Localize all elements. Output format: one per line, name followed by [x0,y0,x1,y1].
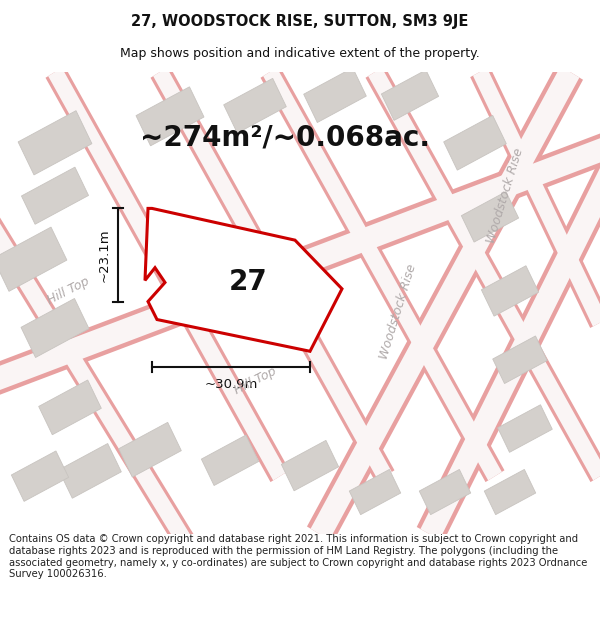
Polygon shape [365,66,600,482]
Polygon shape [473,68,600,326]
Polygon shape [493,336,547,384]
Text: Hill Top: Hill Top [232,365,278,397]
Polygon shape [349,469,401,514]
Polygon shape [59,444,121,498]
Polygon shape [0,202,206,571]
Polygon shape [443,116,506,170]
Text: 27: 27 [229,269,268,296]
Text: Map shows position and indicative extent of the property.: Map shows position and indicative extent… [120,48,480,61]
Polygon shape [368,68,600,481]
Polygon shape [145,208,342,351]
Polygon shape [304,68,367,122]
Polygon shape [0,227,67,291]
Polygon shape [281,441,338,491]
Polygon shape [417,64,600,542]
Text: 27, WOODSTOCK RISE, SUTTON, SM3 9JE: 27, WOODSTOCK RISE, SUTTON, SM3 9JE [131,14,469,29]
Polygon shape [470,67,600,328]
Polygon shape [11,451,68,501]
Text: Woodstock Rise: Woodstock Rise [484,146,526,245]
Polygon shape [136,87,204,146]
Polygon shape [484,469,536,514]
Polygon shape [21,299,89,358]
Polygon shape [48,68,287,481]
Polygon shape [224,78,286,133]
Text: ~274m²/~0.068ac.: ~274m²/~0.068ac. [140,124,430,151]
Polygon shape [202,435,259,486]
Text: Hill Top: Hill Top [45,275,91,307]
Polygon shape [0,132,600,408]
Polygon shape [0,128,600,412]
Text: ~30.9m: ~30.9m [205,378,257,391]
Polygon shape [46,66,289,482]
Polygon shape [307,64,583,542]
Polygon shape [382,70,439,121]
Polygon shape [18,111,92,175]
Polygon shape [0,200,209,572]
Polygon shape [498,405,552,452]
Polygon shape [153,68,392,481]
Polygon shape [481,266,539,316]
Polygon shape [151,66,394,482]
Polygon shape [461,192,518,242]
Polygon shape [38,380,101,435]
Polygon shape [421,66,600,540]
Polygon shape [22,167,89,224]
Text: ~23.1m: ~23.1m [97,228,110,282]
Text: Woodstock Rise: Woodstock Rise [377,263,419,361]
Polygon shape [260,66,505,482]
Text: Contains OS data © Crown copyright and database right 2021. This information is : Contains OS data © Crown copyright and d… [9,534,587,579]
Polygon shape [311,66,580,540]
Polygon shape [419,469,471,514]
Polygon shape [263,68,502,481]
Polygon shape [119,422,181,477]
